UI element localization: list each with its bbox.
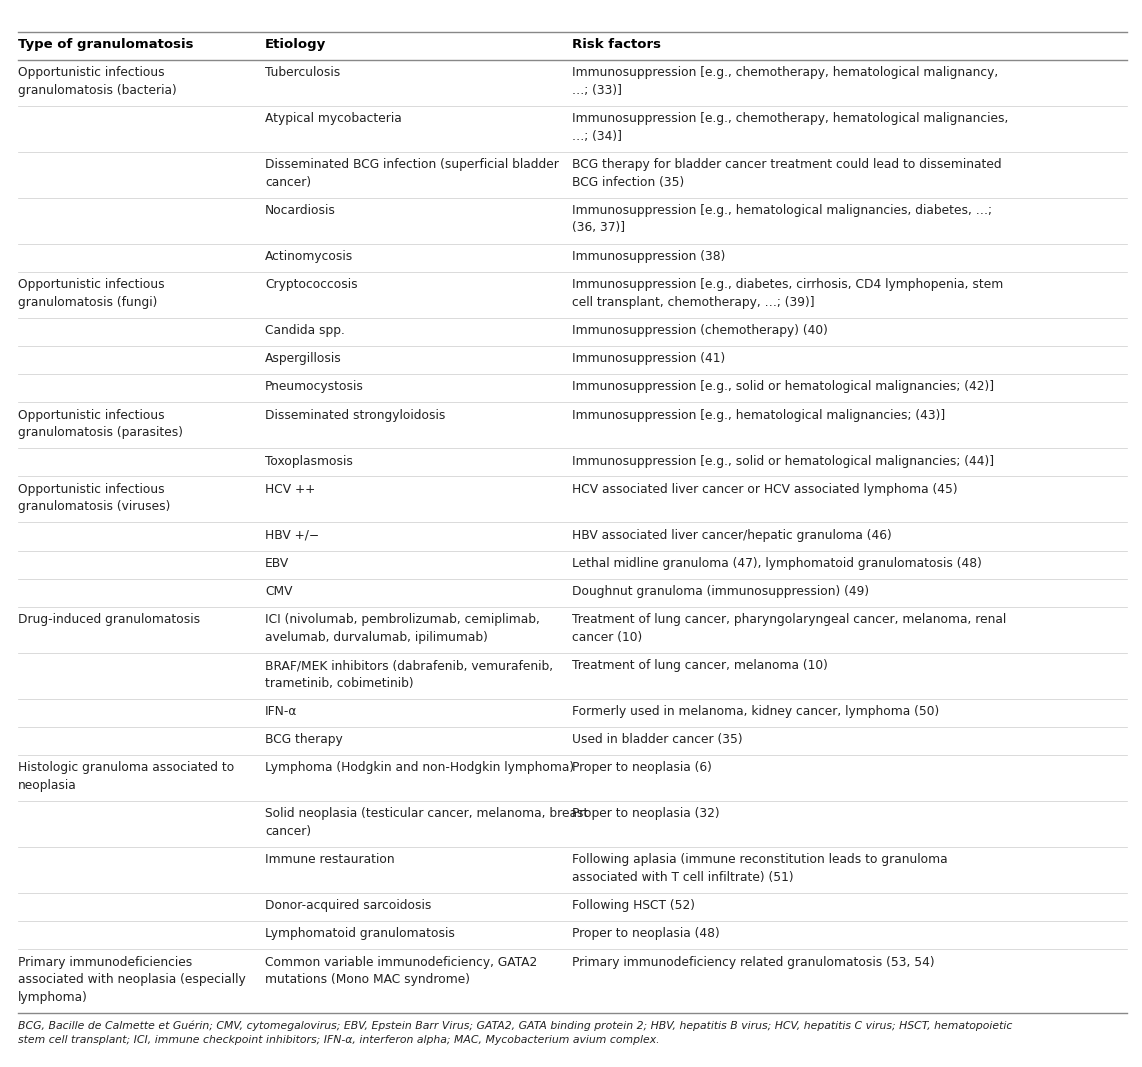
Text: Histologic granuloma associated to
neoplasia: Histologic granuloma associated to neopl… xyxy=(18,762,234,792)
Text: Immunosuppression [e.g., hematological malignancies; (43)]: Immunosuppression [e.g., hematological m… xyxy=(572,409,946,421)
Text: Immunosuppression [e.g., chemotherapy, hematological malignancies,
…; (34)]: Immunosuppression [e.g., chemotherapy, h… xyxy=(572,112,1008,143)
Text: BRAF/MEK inhibitors (dabrafenib, vemurafenib,
trametinib, cobimetinib): BRAF/MEK inhibitors (dabrafenib, vemuraf… xyxy=(265,659,553,689)
Text: Immunosuppression [e.g., diabetes, cirrhosis, CD4 lymphopenia, stem
cell transpl: Immunosuppression [e.g., diabetes, cirrh… xyxy=(572,278,1004,308)
Text: Aspergillosis: Aspergillosis xyxy=(265,352,341,365)
Text: Following aplasia (immune reconstitution leads to granuloma
associated with T ce: Following aplasia (immune reconstitution… xyxy=(572,854,948,883)
Text: Immunosuppression (chemotherapy) (40): Immunosuppression (chemotherapy) (40) xyxy=(572,324,828,337)
Text: Tuberculosis: Tuberculosis xyxy=(265,66,340,79)
Text: Used in bladder cancer (35): Used in bladder cancer (35) xyxy=(572,733,742,746)
Text: Candida spp.: Candida spp. xyxy=(265,324,345,337)
Text: HBV +/−: HBV +/− xyxy=(265,528,319,542)
Text: Treatment of lung cancer, melanoma (10): Treatment of lung cancer, melanoma (10) xyxy=(572,659,828,672)
Text: BCG therapy: BCG therapy xyxy=(265,733,343,746)
Text: Immune restauration: Immune restauration xyxy=(265,854,395,866)
Text: Immunosuppression [e.g., hematological malignancies, diabetes, …;
(36, 37)]: Immunosuppression [e.g., hematological m… xyxy=(572,204,992,235)
Text: HCV associated liver cancer or HCV associated lymphoma (45): HCV associated liver cancer or HCV assoc… xyxy=(572,482,958,496)
Text: HCV ++: HCV ++ xyxy=(265,482,315,496)
Text: Immunosuppression (38): Immunosuppression (38) xyxy=(572,250,725,262)
Text: Immunosuppression (41): Immunosuppression (41) xyxy=(572,352,725,365)
Text: Type of granulomatosis: Type of granulomatosis xyxy=(18,38,193,51)
Text: Opportunistic infectious
granulomatosis (parasites): Opportunistic infectious granulomatosis … xyxy=(18,409,183,440)
Text: Immunosuppression [e.g., solid or hematological malignancies; (42)]: Immunosuppression [e.g., solid or hemato… xyxy=(572,381,995,394)
Text: Lymphoma (Hodgkin and non-Hodgkin lymphoma): Lymphoma (Hodgkin and non-Hodgkin lympho… xyxy=(265,762,574,775)
Text: Primary immunodeficiency related granulomatosis (53, 54): Primary immunodeficiency related granulo… xyxy=(572,956,934,969)
Text: Opportunistic infectious
granulomatosis (fungi): Opportunistic infectious granulomatosis … xyxy=(18,278,164,308)
Text: Immunosuppression [e.g., chemotherapy, hematological malignancy,
…; (33)]: Immunosuppression [e.g., chemotherapy, h… xyxy=(572,66,998,97)
Text: Pneumocystosis: Pneumocystosis xyxy=(265,381,364,394)
Text: Proper to neoplasia (48): Proper to neoplasia (48) xyxy=(572,927,719,940)
Text: BCG, Bacille de Calmette et Guérin; CMV, cytomegalovirus; EBV, Epstein Barr Viru: BCG, Bacille de Calmette et Guérin; CMV,… xyxy=(18,1020,1012,1045)
Text: Nocardiosis: Nocardiosis xyxy=(265,204,336,217)
Text: Donor-acquired sarcoidosis: Donor-acquired sarcoidosis xyxy=(265,899,432,912)
Text: Doughnut granuloma (immunosuppression) (49): Doughnut granuloma (immunosuppression) (… xyxy=(572,585,869,598)
Text: Common variable immunodeficiency, GATA2
mutations (Mono MAC syndrome): Common variable immunodeficiency, GATA2 … xyxy=(265,956,537,986)
Text: Lethal midline granuloma (47), lymphomatoid granulomatosis (48): Lethal midline granuloma (47), lymphomat… xyxy=(572,557,982,570)
Text: HBV associated liver cancer/hepatic granuloma (46): HBV associated liver cancer/hepatic gran… xyxy=(572,528,892,542)
Text: Disseminated strongyloidosis: Disseminated strongyloidosis xyxy=(265,409,445,421)
Text: Lymphomatoid granulomatosis: Lymphomatoid granulomatosis xyxy=(265,927,455,940)
Text: Immunosuppression [e.g., solid or hematological malignancies; (44)]: Immunosuppression [e.g., solid or hemato… xyxy=(572,455,995,467)
Text: Opportunistic infectious
granulomatosis (viruses): Opportunistic infectious granulomatosis … xyxy=(18,482,170,513)
Text: Solid neoplasia (testicular cancer, melanoma, breast
cancer): Solid neoplasia (testicular cancer, mela… xyxy=(265,808,588,838)
Text: Treatment of lung cancer, pharyngolaryngeal cancer, melanoma, renal
cancer (10): Treatment of lung cancer, pharyngolaryng… xyxy=(572,614,1006,643)
Text: Formerly used in melanoma, kidney cancer, lymphoma (50): Formerly used in melanoma, kidney cancer… xyxy=(572,705,939,718)
Text: IFN-α: IFN-α xyxy=(265,705,297,718)
Text: CMV: CMV xyxy=(265,585,292,598)
Text: Risk factors: Risk factors xyxy=(572,38,661,51)
Text: Actinomycosis: Actinomycosis xyxy=(265,250,353,262)
Text: Disseminated BCG infection (superficial bladder
cancer): Disseminated BCG infection (superficial … xyxy=(265,158,558,189)
Text: Cryptococcosis: Cryptococcosis xyxy=(265,278,357,291)
Text: Following HSCT (52): Following HSCT (52) xyxy=(572,899,695,912)
Text: EBV: EBV xyxy=(265,557,289,570)
Text: BCG therapy for bladder cancer treatment could lead to disseminated
BCG infectio: BCG therapy for bladder cancer treatment… xyxy=(572,158,1002,189)
Text: Proper to neoplasia (32): Proper to neoplasia (32) xyxy=(572,808,719,821)
Text: Etiology: Etiology xyxy=(265,38,327,51)
Text: ICI (nivolumab, pembrolizumab, cemiplimab,
avelumab, durvalumab, ipilimumab): ICI (nivolumab, pembrolizumab, cemiplima… xyxy=(265,614,540,643)
Text: Primary immunodeficiencies
associated with neoplasia (especially
lymphoma): Primary immunodeficiencies associated wi… xyxy=(18,956,246,1004)
Text: Opportunistic infectious
granulomatosis (bacteria): Opportunistic infectious granulomatosis … xyxy=(18,66,177,97)
Text: Atypical mycobacteria: Atypical mycobacteria xyxy=(265,112,402,125)
Text: Proper to neoplasia (6): Proper to neoplasia (6) xyxy=(572,762,711,775)
Text: Toxoplasmosis: Toxoplasmosis xyxy=(265,455,353,467)
Text: Drug-induced granulomatosis: Drug-induced granulomatosis xyxy=(18,614,200,626)
